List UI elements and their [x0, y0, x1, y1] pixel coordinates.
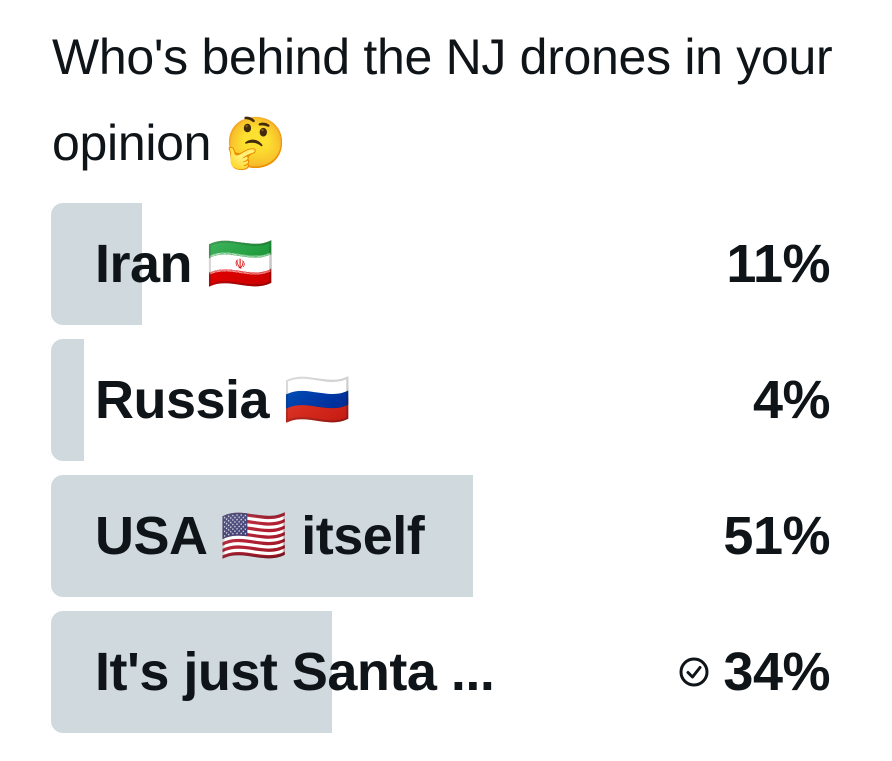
option-label: USA 🇺🇸 itself	[95, 506, 425, 566]
check-icon	[679, 657, 709, 687]
poll-question: Who's behind the NJ drones in your opini…	[52, 29, 833, 171]
poll-option: It's just Santa ... 34%	[51, 611, 881, 733]
poll-option: Iran 🇮🇷 11%	[51, 203, 881, 325]
option-percent: 34%	[723, 642, 830, 702]
selected-check-icon	[678, 656, 710, 693]
result-bar	[51, 203, 142, 325]
option-percent: 51%	[723, 506, 830, 566]
result-bar	[51, 475, 473, 597]
poll-option: USA 🇺🇸 itself 51%	[51, 475, 881, 597]
option-label: It's just Santa ...	[95, 642, 495, 702]
option-label: Iran 🇮🇷	[95, 234, 274, 294]
result-bar	[51, 339, 85, 461]
poll-option: Russia 🇷🇺 4%	[51, 339, 881, 461]
result-bar	[51, 611, 333, 733]
option-label: Russia 🇷🇺	[95, 370, 351, 430]
option-percent: 11%	[726, 234, 830, 294]
option-percent: 4%	[752, 370, 831, 430]
